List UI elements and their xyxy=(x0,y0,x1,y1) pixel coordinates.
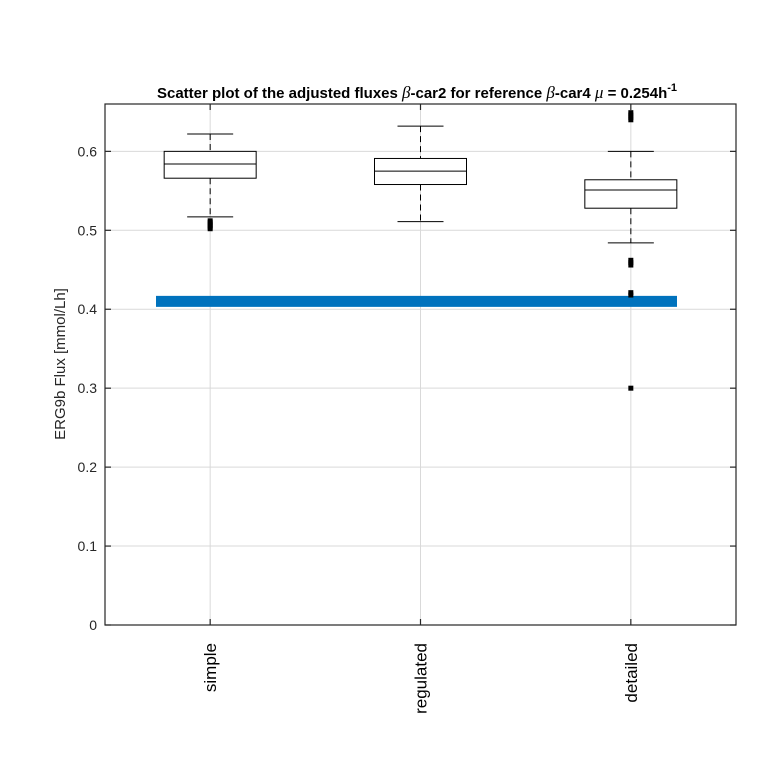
box-iqr xyxy=(163,150,257,179)
title-beta-1: β xyxy=(401,83,411,102)
y-tick-label: 0.1 xyxy=(78,538,98,554)
box-detailed xyxy=(584,110,678,391)
y-tick-label: 0.5 xyxy=(78,222,98,238)
outlier-point xyxy=(207,218,213,224)
axis-ticks: 0 0.1 0.2 0.3 0.4 0.5 0.6 simple regulated detail… xyxy=(78,104,736,714)
y-axis-label: ERG9b Flux [mmol/Lh] xyxy=(52,288,69,440)
outlier-point xyxy=(628,110,634,116)
box-regulated xyxy=(374,125,467,223)
y-tick-label: 0.6 xyxy=(78,143,98,159)
outlier-point xyxy=(628,290,634,296)
box-simple xyxy=(163,133,257,232)
title-superscript: -1 xyxy=(667,82,677,94)
boxes-layer xyxy=(163,110,678,391)
chart-title: Scatter plot of the adjusted fluxes β-ca… xyxy=(157,82,677,102)
category-label-simple: simple xyxy=(201,643,220,692)
box-iqr xyxy=(584,179,678,209)
category-label-detailed: detailed xyxy=(622,643,641,703)
outlier-point xyxy=(628,385,634,391)
y-tick-label: 0.3 xyxy=(78,380,98,396)
y-tick-label: 0.2 xyxy=(78,459,98,475)
y-tick-label: 0 xyxy=(89,617,97,633)
title-suffix: = 0.254h xyxy=(603,85,667,102)
title-mid-1: -car2 for reference xyxy=(410,85,546,102)
y-tick-label: 0.4 xyxy=(78,301,98,317)
outlier-point xyxy=(628,257,634,263)
category-label-regulated: regulated xyxy=(412,643,431,714)
title-mid-2: -car4 xyxy=(555,85,595,102)
title-beta-2: β xyxy=(545,83,555,102)
title-mu: μ xyxy=(594,83,604,102)
title-prefix: Scatter plot of the adjusted fluxes xyxy=(157,85,402,102)
